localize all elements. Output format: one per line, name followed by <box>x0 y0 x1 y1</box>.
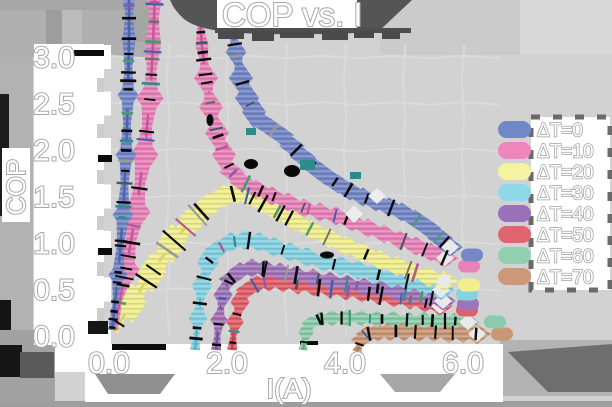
svg-text:COP: COP <box>1 159 31 215</box>
svg-text:6.0: 6.0 <box>442 347 484 380</box>
svg-text:2.0: 2.0 <box>206 347 248 380</box>
svg-text:ΔT=10: ΔT=10 <box>537 142 594 163</box>
svg-text:4.0: 4.0 <box>324 347 366 380</box>
svg-text:0.5: 0.5 <box>33 274 75 307</box>
svg-text:ΔT=60: ΔT=60 <box>537 247 594 268</box>
svg-text:ΔT=0: ΔT=0 <box>537 121 583 142</box>
svg-text:0.0: 0.0 <box>33 321 75 354</box>
svg-text:ΔT=20: ΔT=20 <box>537 163 594 184</box>
svg-text:3.0: 3.0 <box>33 42 75 75</box>
svg-text:0.0: 0.0 <box>88 347 130 380</box>
svg-text:I(A): I(A) <box>266 373 311 404</box>
svg-text:2.5: 2.5 <box>33 88 75 121</box>
svg-text:ΔT=40: ΔT=40 <box>537 205 594 226</box>
svg-text:ΔT=70: ΔT=70 <box>537 268 594 289</box>
svg-text:ΔT=50: ΔT=50 <box>537 226 594 247</box>
svg-text:1.5: 1.5 <box>33 181 75 214</box>
svg-text:COP vs. I: COP vs. I <box>222 0 363 33</box>
svg-text:ΔT=30: ΔT=30 <box>537 184 594 205</box>
svg-text:1.0: 1.0 <box>33 228 75 261</box>
svg-text:2.0: 2.0 <box>33 135 75 168</box>
